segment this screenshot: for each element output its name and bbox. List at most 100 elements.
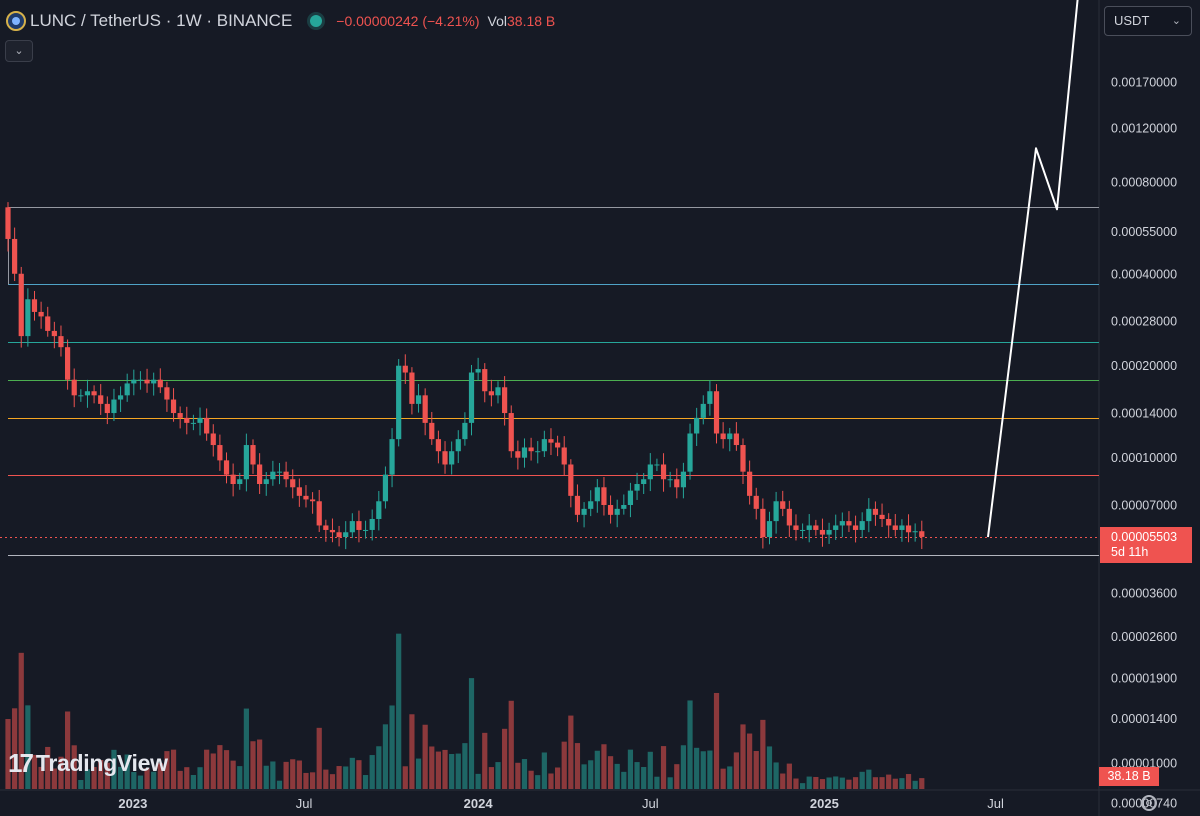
volume-bar	[740, 724, 746, 789]
price-tick-label: 0.00055000	[1111, 225, 1177, 239]
volume-bar	[700, 751, 706, 789]
candle-body	[766, 521, 773, 537]
volume-bar	[733, 752, 739, 789]
volume-bar	[899, 778, 905, 789]
candle-body	[462, 422, 468, 440]
volume-bar	[548, 773, 554, 789]
volume-bar	[627, 749, 634, 789]
volume-bar	[51, 768, 57, 789]
volume-badge: 38.18 B	[1099, 767, 1159, 786]
volume-bar	[647, 751, 653, 789]
candle-body	[316, 501, 322, 526]
volume-bar	[826, 777, 832, 789]
tradingview-watermark[interactable]: 17 TradingView	[8, 748, 168, 779]
candle-body	[58, 336, 64, 348]
volume-bar	[356, 760, 362, 789]
candle-body	[727, 433, 733, 440]
candle-body	[886, 518, 892, 526]
candle-body	[104, 403, 110, 414]
candle-body	[45, 316, 51, 331]
candle-body	[760, 508, 766, 537]
volume-bar	[614, 763, 620, 789]
price-tick-label: 0.00020000	[1111, 359, 1177, 373]
candle-body	[263, 479, 269, 485]
volume-bar	[468, 678, 475, 789]
candle-body	[151, 379, 157, 384]
candle-body	[442, 451, 448, 465]
candle-body	[449, 451, 455, 465]
volume-bar	[727, 766, 733, 789]
volume-bar	[502, 728, 508, 789]
candle-body	[740, 445, 746, 472]
candle-body	[111, 399, 117, 414]
candle-body	[117, 395, 124, 400]
candle-body	[773, 501, 779, 522]
currency-selector[interactable]: USDT ⌄	[1104, 6, 1192, 36]
candle-body	[594, 487, 600, 502]
gear-icon[interactable]	[1141, 795, 1157, 811]
volume-bar	[177, 770, 183, 789]
symbol-title[interactable]: LUNC / TetherUS · 1W · BINANCE	[30, 11, 293, 30]
collapse-legend-button[interactable]: ⌄	[5, 40, 33, 62]
candle-body	[912, 531, 918, 533]
price-tick-label: 0.00080000	[1111, 175, 1177, 189]
candle-body	[846, 521, 852, 526]
volume-bar	[508, 700, 514, 789]
candle-body	[18, 273, 24, 337]
volume-bar	[760, 719, 766, 789]
candle-body	[435, 439, 442, 452]
volume-bar	[607, 756, 614, 789]
volume-bar	[184, 767, 190, 789]
market-status-icon[interactable]	[310, 15, 323, 27]
volume-bar	[429, 746, 435, 789]
candle-body	[859, 521, 865, 530]
projection-path	[987, 0, 1079, 538]
volume-label: Vol	[487, 13, 507, 29]
volume-bar	[217, 745, 223, 789]
currency-label: USDT	[1114, 13, 1150, 28]
volume-bar	[773, 762, 779, 789]
volume-bar	[806, 776, 812, 789]
volume-bar	[621, 771, 627, 789]
candle-body	[806, 525, 812, 530]
volume-bar	[84, 769, 91, 789]
volume-bar	[833, 776, 839, 789]
candle-body	[309, 499, 316, 502]
price-tick-label: 0.00007000	[1111, 499, 1177, 513]
volume-bar	[515, 762, 521, 789]
candle-body	[124, 383, 130, 396]
volume-bar	[12, 708, 18, 789]
candle-body	[872, 508, 879, 515]
candle-body	[601, 487, 607, 506]
volume-bar	[475, 773, 481, 789]
volume-bar	[104, 762, 110, 789]
volume-bar	[91, 767, 97, 789]
volume-bar	[382, 724, 389, 789]
candle-body	[98, 395, 104, 404]
candle-body	[475, 369, 481, 373]
candle-body	[84, 391, 91, 396]
candle-body	[654, 464, 660, 466]
candle-body	[621, 505, 627, 509]
candle-body	[323, 525, 329, 530]
candle-body	[899, 525, 905, 530]
candle-body	[396, 365, 402, 440]
candle-body	[51, 330, 57, 337]
candle-body	[349, 521, 355, 533]
volume-bar	[409, 714, 415, 789]
volume-bar	[866, 769, 872, 789]
volume-bar	[290, 759, 296, 789]
candle-body	[170, 399, 177, 414]
candle-body	[223, 460, 230, 475]
candle-body	[641, 479, 647, 485]
volume-bar	[64, 711, 71, 789]
candle-body	[12, 238, 18, 274]
lunc-logo-icon[interactable]	[6, 11, 26, 31]
candle-body	[210, 433, 216, 446]
volume-bar	[422, 724, 428, 789]
candle-body	[488, 391, 494, 396]
volume-bar	[574, 743, 581, 789]
candle-body	[521, 447, 528, 458]
volume-value: 38.18 B	[507, 13, 556, 29]
